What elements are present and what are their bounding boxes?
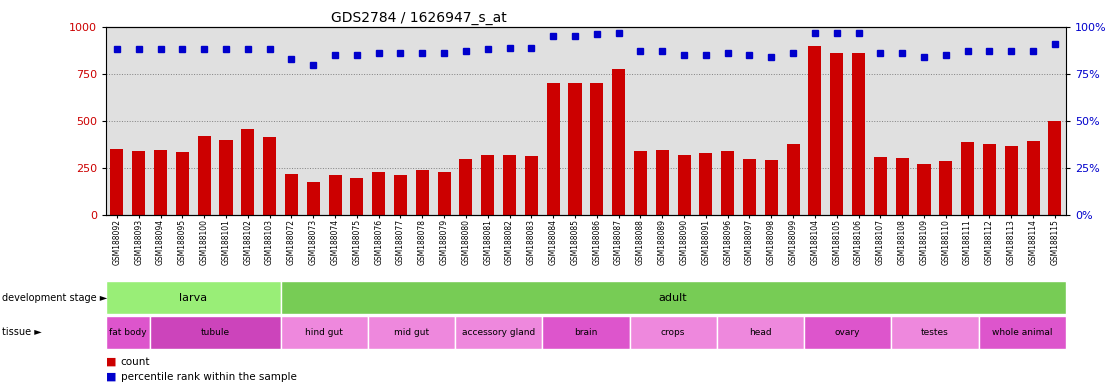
Bar (307, 182, 320, 215)
Text: ■: ■ (106, 356, 116, 367)
Bar (787, 144, 800, 215)
Bar (590, 83, 604, 215)
Bar (979, 316, 1066, 349)
Bar (743, 159, 756, 215)
Bar (328, 175, 341, 215)
Text: adult: adult (658, 293, 687, 303)
Text: whole animal: whole animal (992, 328, 1052, 337)
Text: development stage ►: development stage ► (2, 293, 107, 303)
Text: testes: testes (921, 328, 949, 337)
Bar (263, 137, 276, 215)
Bar (804, 316, 892, 349)
Bar (830, 53, 844, 215)
Bar (416, 170, 429, 215)
Text: head: head (749, 328, 772, 337)
Text: tissue ►: tissue ► (2, 327, 42, 337)
Bar (629, 316, 716, 349)
Bar (808, 46, 821, 215)
Text: count: count (121, 356, 150, 367)
Text: percentile rank within the sample: percentile rank within the sample (121, 372, 297, 382)
Bar (220, 140, 232, 215)
Bar (542, 316, 629, 349)
Bar (677, 155, 691, 215)
Text: brain: brain (575, 328, 597, 337)
Bar (176, 152, 189, 215)
Text: larva: larva (180, 293, 208, 303)
Bar (241, 129, 254, 215)
Bar (1027, 141, 1040, 215)
Bar (721, 151, 734, 215)
Bar (154, 150, 167, 215)
Bar (350, 178, 364, 215)
Bar (568, 83, 581, 215)
Bar (634, 151, 647, 215)
Bar (110, 149, 124, 215)
Text: ovary: ovary (835, 328, 860, 337)
Text: ■: ■ (106, 372, 116, 382)
Bar (874, 157, 887, 215)
Bar (503, 155, 516, 215)
Bar (940, 161, 952, 215)
Text: tubule: tubule (201, 328, 230, 337)
Bar (525, 156, 538, 215)
Text: crops: crops (661, 328, 685, 337)
Bar (455, 316, 542, 349)
Bar (917, 164, 931, 215)
Bar (106, 316, 150, 349)
Bar (106, 281, 280, 314)
Bar (764, 159, 778, 215)
Text: fat body: fat body (109, 328, 146, 337)
Bar (394, 175, 407, 215)
Bar (700, 153, 712, 215)
Bar (1004, 146, 1018, 215)
Bar (150, 316, 280, 349)
Bar (896, 158, 908, 215)
Bar (852, 53, 865, 215)
Bar (132, 151, 145, 215)
Bar (547, 83, 560, 215)
Text: accessory gland: accessory gland (462, 328, 536, 337)
Bar (612, 69, 625, 215)
Text: GDS2784 / 1626947_s_at: GDS2784 / 1626947_s_at (330, 11, 507, 25)
Text: hind gut: hind gut (305, 328, 343, 337)
Bar (892, 316, 979, 349)
Bar (280, 281, 1066, 314)
Bar (983, 144, 995, 215)
Bar (372, 172, 385, 215)
Bar (460, 159, 472, 215)
Text: mid gut: mid gut (394, 328, 429, 337)
Bar (437, 172, 451, 215)
Bar (481, 155, 494, 215)
Bar (1048, 121, 1061, 215)
Bar (285, 174, 298, 215)
Bar (656, 150, 668, 215)
Bar (716, 316, 804, 349)
Bar (198, 136, 211, 215)
Bar (280, 316, 368, 349)
Bar (368, 316, 455, 349)
Bar (961, 142, 974, 215)
